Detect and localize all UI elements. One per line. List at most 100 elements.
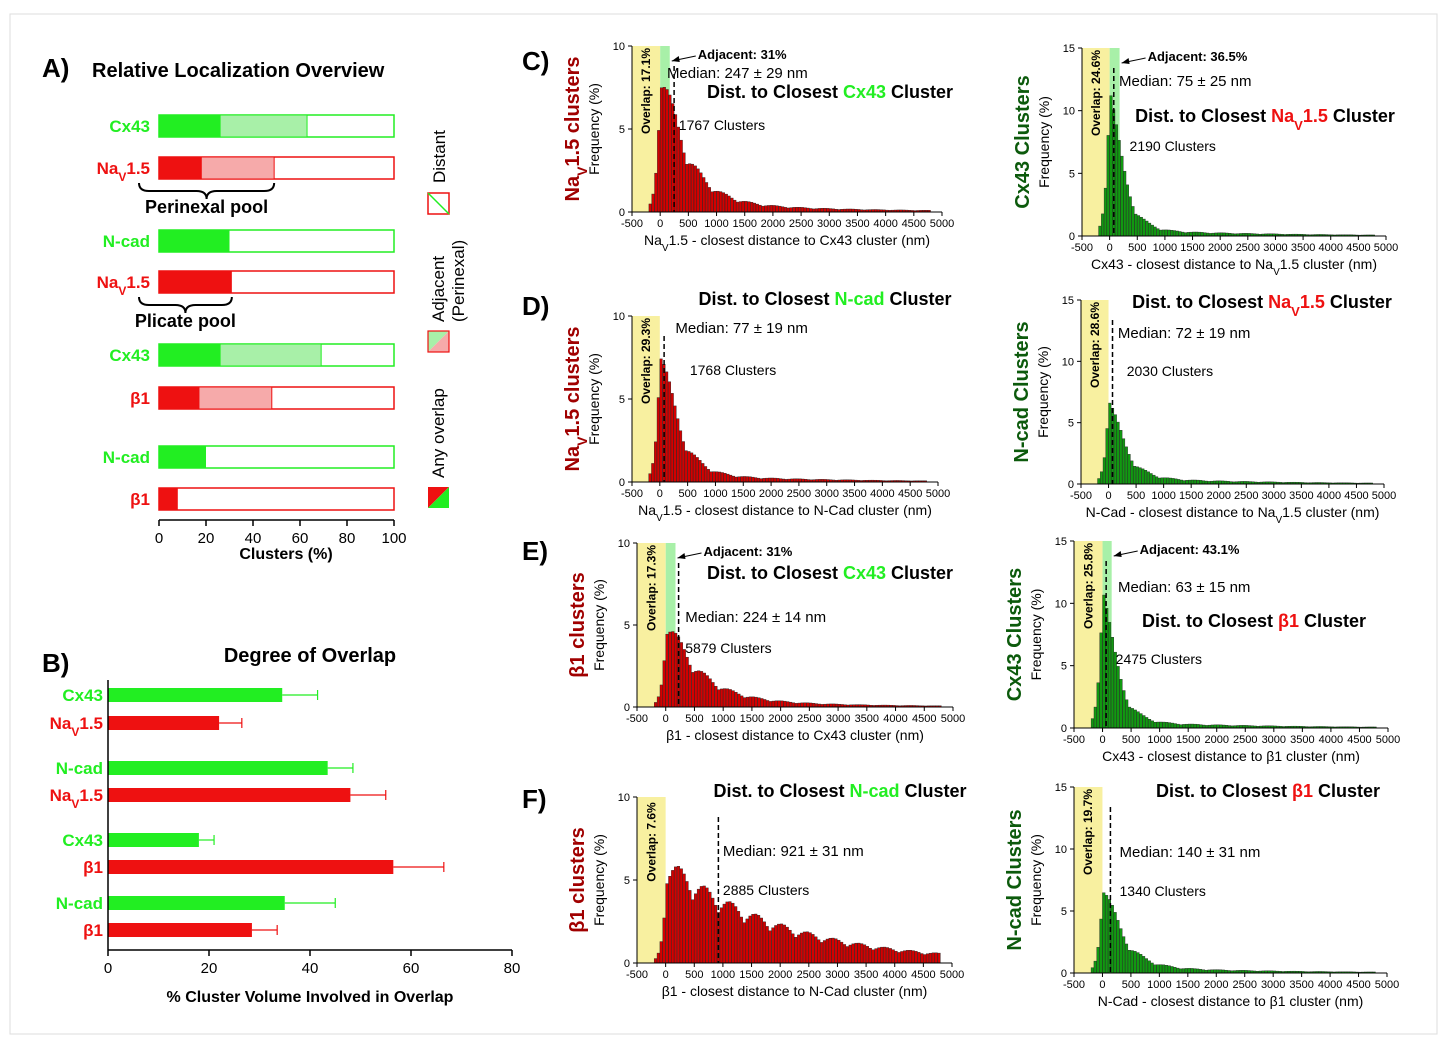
histogram-bar: [674, 632, 678, 708]
x-axis-label: N-Cad - closest distance to β1 cluster (…: [1098, 993, 1364, 1009]
histogram-bar: [773, 477, 777, 483]
histogram-bar: [743, 697, 747, 708]
histogram-bar: [775, 205, 779, 213]
panel-a-bar-adjacent: [200, 156, 275, 180]
legend-label-overlap: Any overlap: [429, 388, 448, 478]
histogram-bar: [682, 873, 686, 964]
overlap-label: Overlap: 7.6%: [644, 802, 658, 882]
histogram-bar: [831, 937, 835, 964]
histogram-bar: [690, 163, 695, 213]
histogram-bar: [721, 192, 726, 213]
panel-b-x-tick-label: 20: [201, 960, 218, 977]
histogram-bar: [1186, 232, 1190, 237]
panel-b-row-label: β1: [83, 921, 103, 940]
histogram-bar: [1165, 722, 1169, 729]
histogram-bar: [1108, 402, 1112, 485]
clusters-label: 2885 Clusters: [723, 882, 809, 898]
histogram-bar: [728, 901, 732, 964]
x-tick-label: 0: [1107, 242, 1113, 254]
x-tick-label: 4500: [1346, 979, 1370, 991]
histogram-bar: [806, 207, 810, 213]
x-tick-label: 1000: [711, 713, 735, 725]
histogram-bar: [789, 207, 793, 213]
histogram-bar: [1097, 478, 1101, 485]
histogram-bar: [688, 664, 692, 708]
histogram-bar: [659, 941, 663, 964]
histogram-bar: [671, 631, 675, 708]
histogram-bar: [679, 430, 683, 483]
overlap-label: Overlap: 25.8%: [1081, 543, 1095, 629]
histogram-bar: [761, 205, 765, 213]
x-tick-label: 4000: [883, 713, 907, 725]
histogram-bar: [731, 690, 735, 708]
y-tick-label: 15: [1055, 782, 1067, 794]
clusters-label: 1340 Clusters: [1120, 883, 1206, 899]
histogram-bar: [745, 476, 749, 483]
x-axis-label: Cx43 - closest distance to β1 cluster (n…: [1102, 748, 1360, 764]
panel-a-bracket-label: Plicate pool: [135, 311, 236, 331]
histogram-bar: [908, 950, 912, 964]
histogram-bar: [741, 201, 745, 213]
histogram-bar: [1120, 155, 1124, 237]
y-axis-label: Frequency (%): [1028, 834, 1044, 926]
histogram-bar: [820, 208, 824, 213]
x-tick-label: 1500: [732, 218, 756, 230]
histogram-bar: [748, 476, 752, 483]
histogram-C-right: -500 0 500 1000 1500 2000 2500 3000 3500 4000 4500…: [1012, 43, 1398, 278]
y-axis-label: Frequency (%): [586, 353, 602, 445]
x-axis-label: NaV1.5 - closest distance to N-Cad clust…: [638, 502, 932, 524]
adjacent-label: Adjacent: 36.5%: [1148, 49, 1248, 64]
histogram-bar: [792, 207, 796, 213]
x-tick-label: 1000: [704, 218, 728, 230]
x-tick-label: -500: [621, 488, 643, 500]
x-tick-label: 2500: [1236, 242, 1260, 254]
histogram-bar: [1105, 895, 1109, 974]
panel-b-bar: [108, 860, 394, 874]
histogram-bar: [662, 917, 666, 964]
histogram-bar: [1150, 224, 1154, 237]
histogram-bar: [691, 672, 695, 708]
histogram-bar: [1145, 220, 1149, 237]
y-axis-label: Frequency (%): [586, 83, 602, 175]
histogram-bar: [671, 870, 675, 964]
histogram-bar: [1100, 471, 1104, 485]
panel-letter: F): [522, 784, 547, 814]
histogram-bar: [811, 934, 815, 964]
legend-swatch-overlap-green: [428, 487, 449, 508]
histogram-bar: [851, 943, 855, 964]
histogram-bar: [1196, 968, 1200, 974]
histogram-bar: [1109, 95, 1113, 237]
histogram-bar: [662, 87, 666, 213]
histogram-bar: [648, 473, 652, 483]
x-tick-label: 2000: [759, 488, 783, 500]
median-label: Median: 224 ± 14 nm: [685, 609, 826, 626]
histogram-bar: [734, 476, 738, 483]
histogram-bar: [1141, 468, 1145, 485]
histogram-bar: [1136, 952, 1140, 974]
histogram-bar: [928, 952, 932, 964]
panel-a-row-label: β1: [130, 490, 150, 509]
histogram-bar: [659, 684, 663, 708]
histogram-bar: [720, 472, 724, 483]
histogram-bar: [700, 671, 704, 708]
legend-label-adjacent: Adjacent: [429, 256, 448, 322]
histogram-bar: [1162, 964, 1166, 974]
histogram-bar: [1164, 965, 1168, 974]
x-tick-label: 1000: [1153, 242, 1177, 254]
histogram-bar: [1127, 950, 1131, 974]
histogram-bar: [691, 899, 695, 964]
histogram-bar: [676, 866, 680, 964]
histogram-bar: [1176, 723, 1180, 729]
histogram-bar: [795, 207, 799, 213]
histogram-bar: [1131, 206, 1135, 237]
histogram-bar: [737, 911, 741, 964]
histogram-bar: [1155, 476, 1159, 485]
histogram-bar: [1198, 969, 1203, 974]
histogram-bar: [778, 205, 782, 213]
histogram-bar: [1185, 723, 1189, 729]
histogram-bar: [1142, 956, 1146, 974]
x-axis-label: β1 - closest distance to Cx43 cluster (n…: [666, 727, 924, 743]
histogram-bar: [1116, 920, 1120, 974]
histogram-bar: [679, 868, 683, 964]
histogram-bar: [685, 656, 689, 708]
